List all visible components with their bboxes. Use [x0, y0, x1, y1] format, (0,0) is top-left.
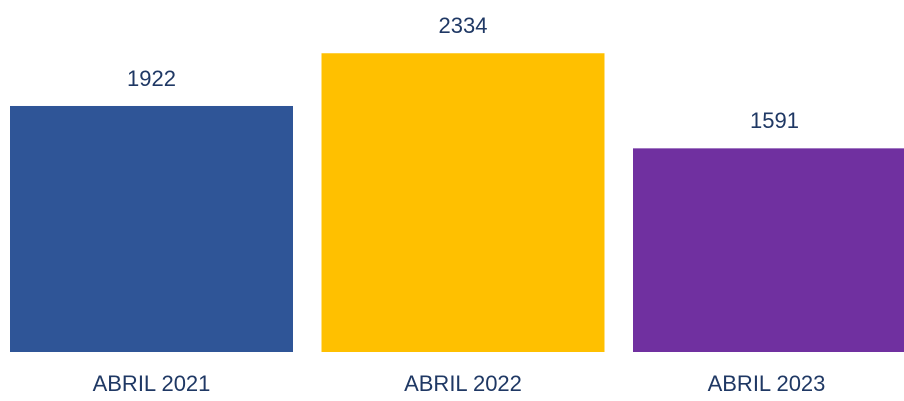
data-label: 1591	[750, 108, 799, 133]
x-tick-label: ABRIL 2021	[93, 371, 211, 396]
bar	[10, 105, 293, 352]
x-tick-label: ABRIL 2022	[404, 371, 522, 396]
data-label: 1922	[127, 66, 176, 91]
bar	[321, 53, 605, 353]
x-tick-label: ABRIL 2023	[708, 371, 826, 396]
data-label: 2334	[439, 13, 488, 38]
bar	[633, 148, 904, 352]
